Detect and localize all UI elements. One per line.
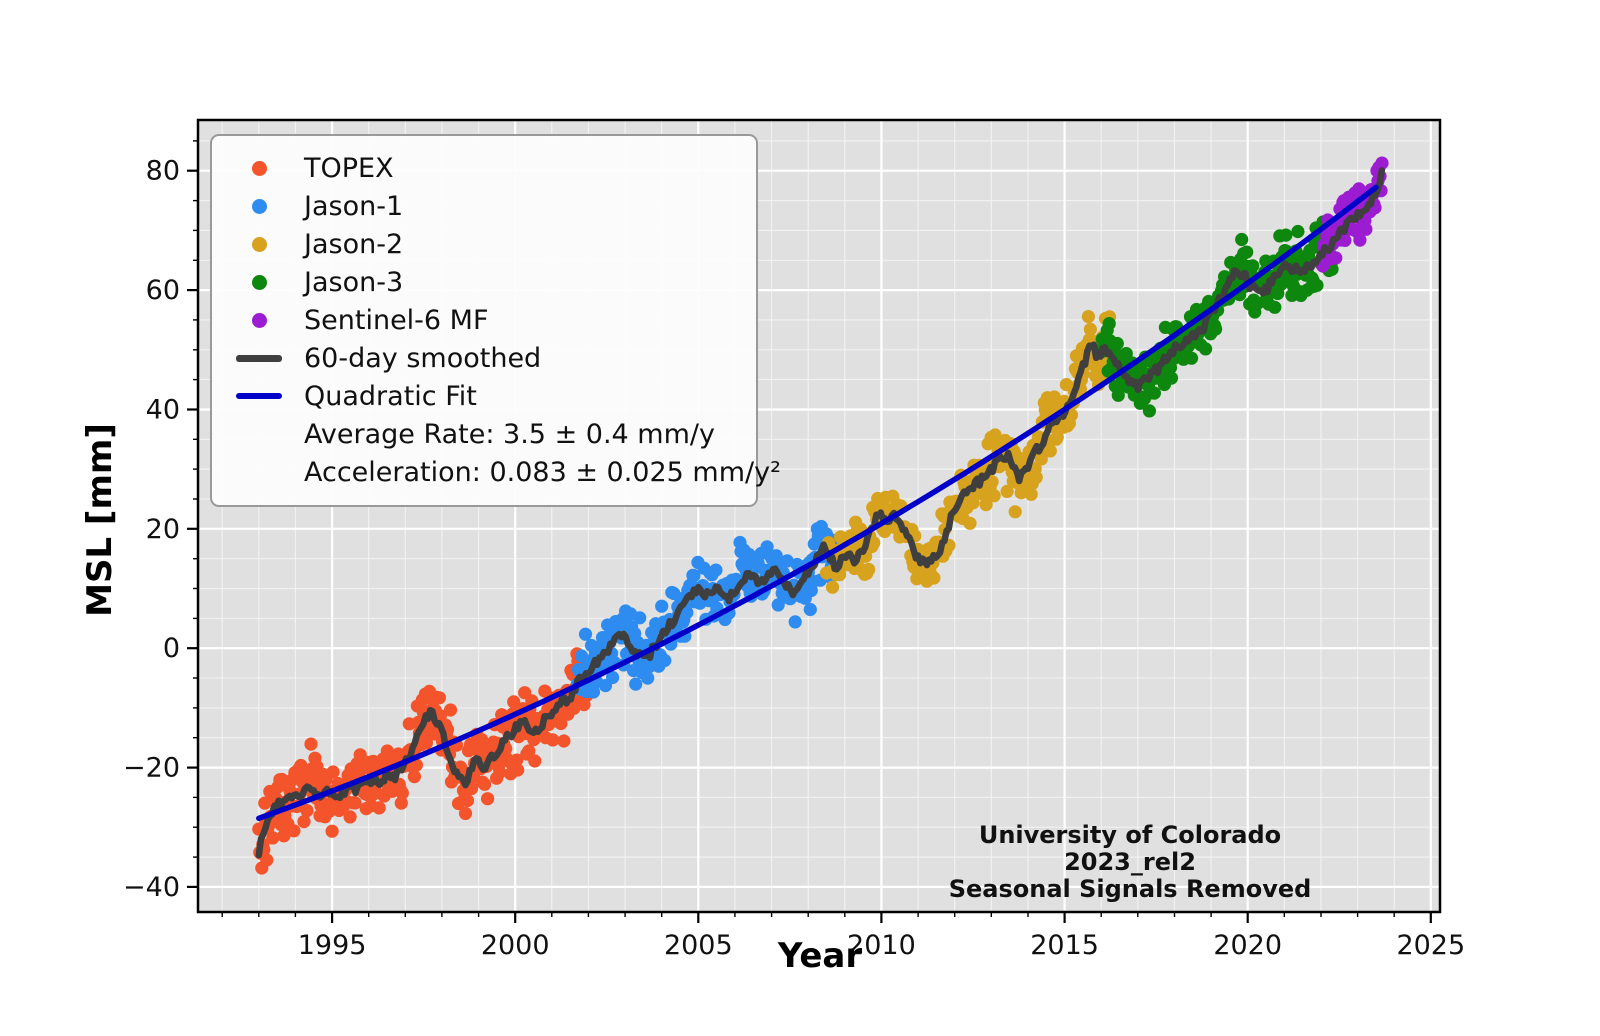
sentinel6-dot-icon bbox=[226, 312, 292, 328]
legend-label: Jason-2 bbox=[304, 228, 404, 260]
x-tick-label: 2020 bbox=[1213, 930, 1282, 961]
legend-item-jason1: Jason-1 bbox=[226, 187, 740, 225]
jason2-dot-icon bbox=[226, 236, 292, 252]
legend-item-jason3: Jason-3 bbox=[226, 263, 740, 301]
legend-label: TOPEX bbox=[304, 152, 394, 184]
legend-label: Sentinel-6 MF bbox=[304, 304, 489, 336]
x-tick-label: 2005 bbox=[664, 930, 733, 961]
quadratic-fit-line bbox=[256, 184, 1379, 822]
x-axis-label: Year bbox=[777, 936, 863, 976]
plot-border bbox=[196, 118, 1442, 914]
axis-ticks bbox=[187, 140, 1432, 923]
average-rate-text: Average Rate: 3.5 ± 0.4 mm/y bbox=[304, 418, 715, 450]
legend-item-average-rate: Average Rate: 3.5 ± 0.4 mm/y bbox=[226, 415, 740, 453]
legend-item-smoothed: 60-day smoothed bbox=[226, 339, 740, 377]
credit-line-2: Seasonal Signals Removed bbox=[948, 875, 1312, 903]
quadratic-fit-line-icon bbox=[226, 393, 292, 399]
legend-label: Quadratic Fit bbox=[304, 380, 477, 412]
legend-item-jason2: Jason-2 bbox=[226, 225, 740, 263]
tick-labels: 1995 2000 2005 2010 2015 2020 2025 −40 −20 0 20 40 6… bbox=[123, 156, 1465, 961]
y-tick-label: 0 bbox=[163, 633, 180, 664]
y-tick-label: −20 bbox=[123, 753, 180, 784]
y-axis-label: MSL [mm] bbox=[80, 423, 120, 617]
legend-label: Jason-3 bbox=[304, 266, 404, 298]
x-tick-label: 2000 bbox=[481, 930, 550, 961]
legend-label: 60-day smoothed bbox=[304, 342, 542, 374]
jason3-dot-icon bbox=[226, 274, 292, 290]
legend-item-sentinel6: Sentinel-6 MF bbox=[226, 301, 740, 339]
legend-item-quadratic-fit: Quadratic Fit bbox=[226, 377, 740, 415]
credit-line-1: University of Colorado 2023_rel2 bbox=[978, 821, 1282, 876]
legend-item-topex: TOPEX bbox=[226, 149, 740, 187]
y-tick-label: 60 bbox=[146, 275, 180, 306]
y-tick-label: 40 bbox=[146, 395, 180, 426]
jason1-dot-icon bbox=[226, 198, 292, 214]
x-tick-label: 2025 bbox=[1396, 930, 1465, 961]
smoothed-line-icon bbox=[226, 354, 292, 362]
acceleration-text: Acceleration: 0.083 ± 0.025 mm/y² bbox=[304, 456, 781, 488]
legend: TOPEX Jason-1 Jason-2 Jason-3 Sentinel-6… bbox=[210, 134, 781, 507]
topex-dot-icon bbox=[226, 160, 292, 176]
y-tick-label: 80 bbox=[146, 156, 180, 187]
x-tick-label: 2015 bbox=[1030, 930, 1099, 961]
y-tick-label: −40 bbox=[123, 872, 180, 903]
credit-annotation: University of Colorado 2023_rel2 Seasona… bbox=[915, 822, 1345, 903]
x-tick-label: 2010 bbox=[847, 930, 916, 961]
legend-item-acceleration: Acceleration: 0.083 ± 0.025 mm/y² bbox=[226, 453, 781, 491]
y-tick-label: 20 bbox=[146, 514, 180, 545]
smoothed-line bbox=[255, 167, 1386, 859]
x-tick-label: 1995 bbox=[298, 930, 367, 961]
legend-label: Jason-1 bbox=[304, 190, 404, 222]
